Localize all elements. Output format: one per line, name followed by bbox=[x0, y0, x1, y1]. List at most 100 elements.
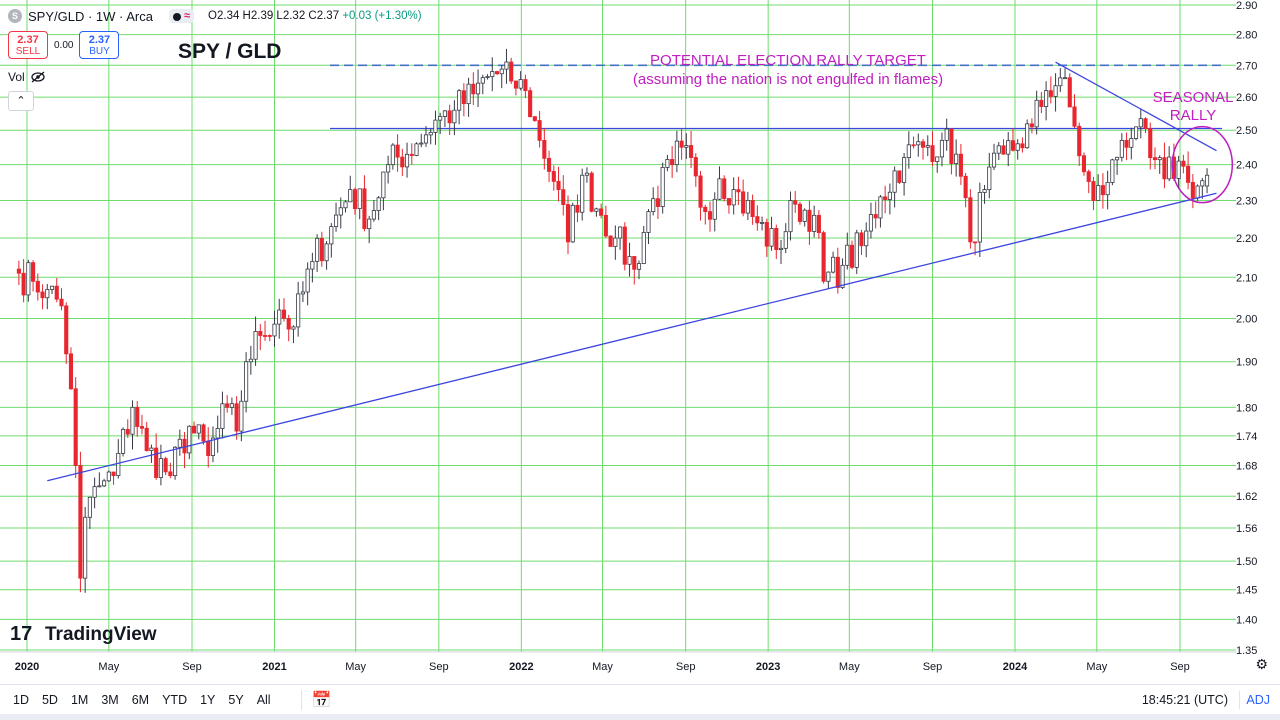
candle-down bbox=[21, 272, 26, 296]
candle-down bbox=[741, 191, 746, 214]
y-tick-label: 2.20 bbox=[1236, 233, 1257, 245]
range-1m[interactable]: 1M bbox=[70, 693, 89, 707]
candle-down bbox=[764, 222, 769, 247]
candle-down bbox=[722, 178, 727, 199]
symbol-description[interactable]: SPY/GLD · 1W · Arca bbox=[28, 8, 153, 24]
candle-down bbox=[897, 170, 902, 183]
candle-up bbox=[977, 192, 982, 243]
candle-up bbox=[1015, 143, 1020, 151]
candle-up bbox=[674, 140, 679, 166]
y-tick-label: 2.90 bbox=[1236, 0, 1257, 12]
range-1d[interactable]: 1D bbox=[13, 693, 29, 707]
candle-up bbox=[371, 210, 376, 220]
range-3m[interactable]: 3M bbox=[101, 693, 119, 707]
candle-up bbox=[570, 204, 575, 243]
candle-down bbox=[513, 80, 518, 89]
candle-down bbox=[286, 317, 291, 330]
candle-up bbox=[1058, 77, 1063, 87]
buy-button[interactable]: 2.37 BUY bbox=[79, 31, 120, 59]
candle-up bbox=[215, 428, 220, 439]
candle-up bbox=[310, 260, 315, 270]
y-tick-label: 2.30 bbox=[1236, 196, 1257, 208]
candle-down bbox=[1162, 157, 1167, 180]
candle-up bbox=[423, 134, 429, 144]
candle-up bbox=[177, 438, 182, 448]
candle-up bbox=[845, 244, 850, 266]
range-1y[interactable]: 1Y bbox=[200, 693, 216, 707]
y-tick-label: 1.45 bbox=[1236, 585, 1257, 597]
candle-up bbox=[452, 109, 457, 124]
candle-down bbox=[1020, 143, 1025, 149]
candle-up bbox=[499, 68, 504, 75]
utc-clock[interactable]: 18:45:21 (UTC) bbox=[1141, 693, 1228, 707]
price-axis[interactable]: 1.35 1.40 1.45 1.50 1.56 1.62 1.68 1.74 1.80 1.90… bbox=[1236, 0, 1257, 657]
eye-hidden-icon[interactable] bbox=[31, 71, 45, 83]
candle-up bbox=[651, 198, 656, 213]
candle-down bbox=[206, 440, 211, 456]
calendar-goto-icon[interactable]: 📅 bbox=[300, 690, 332, 710]
horizontal-levels bbox=[330, 64, 1222, 130]
candle-down bbox=[35, 280, 40, 293]
range-5d[interactable]: 5D bbox=[41, 693, 58, 707]
candle-down bbox=[973, 241, 978, 244]
candle-down bbox=[968, 197, 973, 243]
candle-up bbox=[315, 237, 320, 262]
time-axis[interactable]: 2020 May Sep 2021 May Sep 2022 May Sep 2023 May Sep… bbox=[15, 661, 1190, 673]
settings-gear-icon[interactable]: ⚙ bbox=[1255, 656, 1268, 672]
candle-down bbox=[632, 256, 637, 270]
resistance-trendline bbox=[1055, 61, 1217, 152]
candle-up bbox=[438, 116, 443, 121]
change-text: +0.03 (+1.30%) bbox=[342, 10, 422, 22]
candle-up bbox=[324, 243, 329, 262]
candle-down bbox=[556, 181, 561, 191]
candle-up bbox=[760, 222, 765, 224]
range-ytd[interactable]: YTD bbox=[162, 693, 188, 707]
price-chart[interactable]: 1.35 1.40 1.45 1.50 1.56 1.62 1.68 1.74 1.80 1.90… bbox=[0, 0, 1280, 680]
candle-up bbox=[253, 331, 258, 360]
market-status[interactable]: ≈ bbox=[168, 9, 195, 23]
candle-up bbox=[684, 145, 689, 148]
candle-up bbox=[712, 198, 717, 220]
candle-down bbox=[31, 262, 36, 282]
adj-toggle[interactable]: ADJ bbox=[1246, 693, 1270, 707]
candle-down bbox=[821, 232, 826, 282]
candle-down bbox=[726, 198, 732, 206]
target-annotation-line1: POTENTIAL ELECTION RALLY TARGET bbox=[650, 52, 926, 69]
candle-up bbox=[102, 480, 107, 487]
range-6m[interactable]: 6M bbox=[131, 693, 150, 707]
tradingview-logo: 17 TradingView bbox=[10, 623, 157, 645]
candle-up bbox=[887, 191, 892, 200]
y-tick-label: 1.56 bbox=[1236, 523, 1257, 535]
seasonal-circle bbox=[1171, 125, 1234, 204]
candle-up bbox=[480, 77, 485, 84]
candle-down bbox=[958, 153, 963, 177]
candle-up bbox=[187, 425, 192, 454]
candle-down bbox=[16, 268, 21, 274]
candle-up bbox=[864, 230, 869, 247]
range-5y[interactable]: 5Y bbox=[228, 693, 244, 707]
x-tick-label: Sep bbox=[923, 661, 943, 673]
candle-down bbox=[139, 426, 145, 429]
candle-up bbox=[987, 166, 992, 191]
y-tick-label: 1.62 bbox=[1236, 491, 1257, 503]
candle-up bbox=[518, 79, 523, 89]
sell-button[interactable]: 2.37 SELL bbox=[8, 31, 48, 59]
candle-up bbox=[220, 403, 225, 429]
candle-down bbox=[750, 199, 755, 217]
candle-up bbox=[902, 157, 907, 183]
candle-down bbox=[608, 235, 613, 247]
candle-down bbox=[1100, 185, 1105, 196]
candlestick-series bbox=[16, 48, 1210, 593]
candle-up bbox=[376, 197, 381, 211]
page-footer-strip bbox=[0, 714, 1280, 720]
candle-down bbox=[551, 171, 556, 182]
candle-down bbox=[59, 298, 64, 307]
candle-up bbox=[120, 429, 126, 454]
candle-up bbox=[272, 323, 277, 337]
candle-down bbox=[670, 159, 675, 166]
candle-up bbox=[1053, 85, 1058, 97]
range-all[interactable]: All bbox=[256, 693, 271, 707]
collapse-legend-button[interactable]: ⌃ bbox=[8, 91, 34, 111]
candle-down bbox=[163, 458, 168, 473]
candle-up bbox=[239, 400, 244, 432]
